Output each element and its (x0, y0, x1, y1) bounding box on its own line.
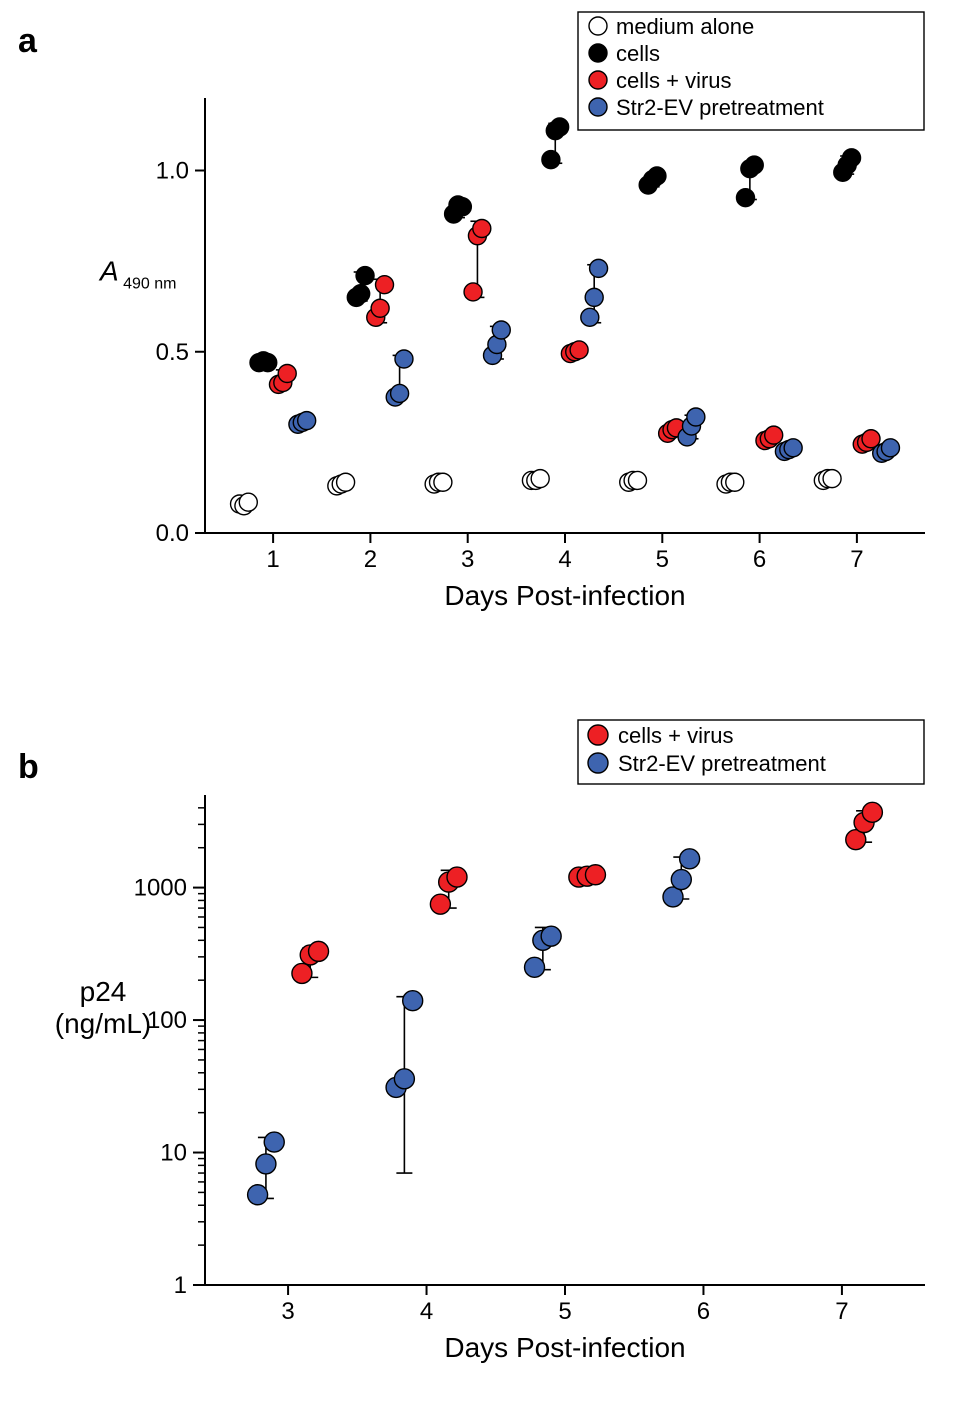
svg-text:medium alone: medium alone (616, 14, 754, 39)
svg-text:Str2-EV pretreatment: Str2-EV pretreatment (618, 751, 826, 776)
svg-text:5: 5 (656, 546, 669, 573)
svg-text:1: 1 (266, 546, 279, 573)
svg-text:0.5: 0.5 (156, 339, 189, 366)
svg-text:0.0: 0.0 (156, 520, 189, 547)
svg-text:100: 100 (147, 1007, 187, 1034)
svg-text:cells: cells (616, 41, 660, 66)
svg-text:7: 7 (850, 546, 863, 573)
svg-text:Days Post-infection: Days Post-infection (444, 1332, 685, 1363)
svg-text:(ng/mL): (ng/mL) (55, 1008, 151, 1039)
svg-text:A 490 nm: A 490 nm (98, 256, 177, 293)
svg-text:3: 3 (461, 546, 474, 573)
svg-text:7: 7 (835, 1298, 848, 1325)
svg-text:Str2-EV pretreatment: Str2-EV pretreatment (616, 95, 824, 120)
svg-text:b: b (18, 748, 39, 786)
svg-text:4: 4 (558, 546, 571, 573)
svg-text:6: 6 (753, 546, 766, 573)
svg-text:1000: 1000 (134, 875, 187, 902)
svg-text:2: 2 (364, 546, 377, 573)
svg-text:a: a (18, 22, 38, 60)
svg-text:Days Post-infection: Days Post-infection (444, 580, 685, 611)
svg-text:cells + virus: cells + virus (618, 723, 734, 748)
svg-text:4: 4 (420, 1298, 433, 1325)
svg-text:1.0: 1.0 (156, 158, 189, 185)
figure-container: 0.0 0.5 1.0 1 2 3 4 5 6 7 Days Post-infection A 490… (0, 0, 962, 1414)
svg-text:5: 5 (558, 1298, 571, 1325)
figure-svg: 0.0 0.5 1.0 1 2 3 4 5 6 7 Days Post-infection A 490… (0, 0, 962, 1414)
svg-text:cells + virus: cells + virus (616, 68, 732, 93)
svg-text:p24: p24 (80, 976, 127, 1007)
svg-text:10: 10 (160, 1140, 187, 1167)
svg-text:6: 6 (697, 1298, 710, 1325)
svg-text:3: 3 (281, 1298, 294, 1325)
svg-text:1: 1 (174, 1272, 187, 1299)
